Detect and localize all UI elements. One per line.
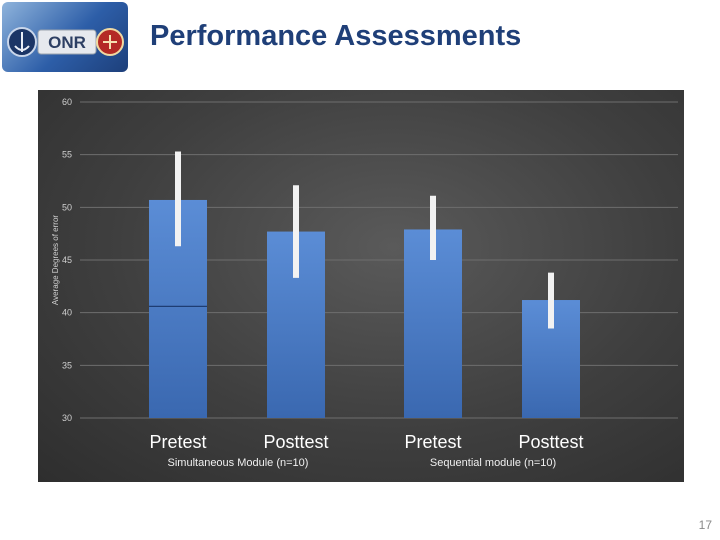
y-tick-label: 45 [62,255,72,265]
category-label: Posttest [263,432,328,452]
bar-chart: 30 35 40 45 50 55 60 Average Degrees of error Pr… [51,97,678,469]
category-label: Posttest [518,432,583,452]
category-label: Pretest [149,432,206,452]
category-label: Pretest [404,432,461,452]
y-tick-label: 60 [62,97,72,107]
y-tick-label: 50 [62,202,72,212]
y-axis-label: Average Degrees of error [51,215,60,305]
logo-emblem: ONR [7,27,124,57]
y-tick-label: 35 [62,360,72,370]
slide-header: ONR Performance Assessments [0,0,720,80]
bar [404,229,462,418]
group-label: Sequential module (n=10) [430,457,556,469]
page-number: 17 [698,518,712,532]
y-tick-label: 40 [62,308,72,318]
page-title: Performance Assessments [150,20,522,52]
chart-panel: 30 35 40 45 50 55 60 Average Degrees of error Pr… [38,90,684,482]
group-label: Simultaneous Module (n=10) [168,457,309,469]
logo-text: ONR [48,33,86,52]
onr-logo: ONR [2,2,128,72]
y-tick-label: 55 [62,150,72,160]
y-tick-label: 30 [62,413,72,423]
